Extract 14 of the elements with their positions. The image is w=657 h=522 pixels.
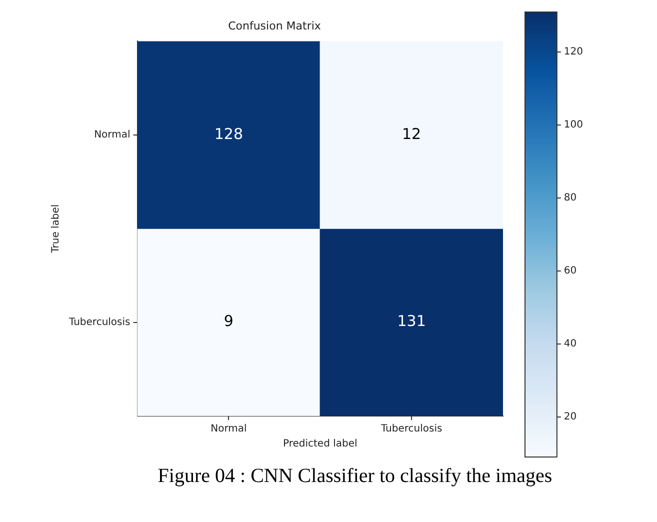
color-bar-label: 20 [564, 411, 577, 422]
color-bar-label: 60 [564, 266, 577, 277]
data-label: 131 [397, 312, 426, 330]
color-bar-label: 80 [564, 192, 577, 204]
color-bar-label: 120 [564, 46, 584, 58]
color-bar-label: 100 [564, 120, 584, 131]
data-label: 12 [402, 124, 422, 143]
data-label: 9 [224, 312, 234, 330]
color-bar-label: 40 [564, 338, 577, 350]
chart-title: Confusion Matrix [228, 19, 322, 32]
y-axis-title: True label [50, 204, 62, 254]
x-axis-title: Predicted label [282, 438, 358, 450]
data-label: 128 [214, 124, 244, 143]
caption: Figure 04 : CNN Classifier to classify the images [156, 465, 554, 488]
